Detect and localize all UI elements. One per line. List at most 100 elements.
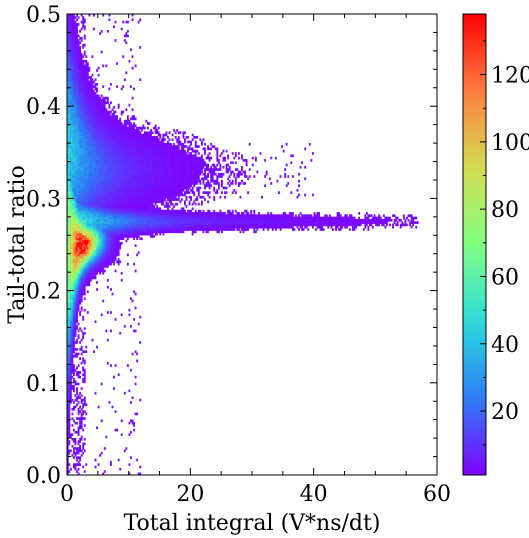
- heatmap-cell: [76, 76, 78, 79]
- heatmap-cell: [128, 207, 131, 211]
- heatmap-cell: [97, 218, 100, 222]
- heatmap-cell: [111, 112, 114, 116]
- heatmap-cell: [123, 149, 126, 153]
- heatmap-cell: [114, 214, 117, 218]
- heatmap-cell: [106, 202, 109, 206]
- heatmap-cell: [76, 216, 78, 220]
- heatmap-cell: [69, 357, 72, 360]
- heatmap-cell: [72, 202, 75, 206]
- heatmap-cell: [111, 156, 114, 160]
- heatmap-cell: [82, 119, 85, 123]
- heatmap-cell: [71, 138, 74, 141]
- heatmap-cell: [68, 361, 71, 365]
- heatmap-cell: [66, 442, 69, 446]
- heatmap-cell: [74, 99, 77, 102]
- heatmap-cell: [74, 152, 77, 155]
- heatmap-cell: [69, 276, 72, 280]
- heatmap-cell: [125, 161, 128, 165]
- heatmap-cell: [68, 92, 71, 95]
- heatmap-cell: [76, 145, 78, 148]
- heatmap-cell: [82, 64, 85, 68]
- heatmap-cell: [79, 161, 82, 165]
- heatmap-cell: [133, 225, 136, 229]
- heatmap-cell: [143, 184, 146, 188]
- heatmap-cell: [76, 126, 78, 130]
- heatmap-cell: [148, 142, 151, 146]
- heatmap-cell: [109, 115, 112, 118]
- heatmap-cell: [137, 168, 140, 171]
- heatmap-cell: [133, 318, 136, 321]
- heatmap-cell: [71, 237, 74, 241]
- heatmap-cell: [77, 283, 80, 287]
- heatmap-cell: [68, 398, 71, 402]
- heatmap-cell: [71, 92, 74, 95]
- heatmap-cell: [126, 177, 129, 181]
- heatmap-cell: [113, 106, 115, 109]
- heatmap-cell: [119, 212, 122, 215]
- heatmap-cell: [113, 112, 115, 116]
- heatmap-cell: [69, 285, 72, 289]
- heatmap-cell: [146, 159, 149, 162]
- heatmap-cell: [79, 235, 82, 238]
- heatmap-cell: [102, 168, 105, 171]
- heatmap-cell: [77, 108, 80, 111]
- heatmap-cell: [76, 315, 78, 319]
- heatmap-cell: [150, 147, 152, 151]
- heatmap-cell: [116, 135, 119, 139]
- heatmap-cell: [68, 48, 71, 52]
- heatmap-cell: [145, 182, 148, 185]
- heatmap-cell: [130, 147, 132, 151]
- heatmap-cell: [137, 138, 140, 141]
- heatmap-cell: [85, 239, 88, 243]
- heatmap-cell: [120, 122, 123, 125]
- heatmap-cell: [128, 209, 131, 213]
- heatmap-cell: [156, 228, 159, 231]
- heatmap-cell: [91, 94, 94, 98]
- heatmap-cell: [131, 214, 134, 218]
- heatmap-cell: [77, 255, 80, 259]
- heatmap-cell: [80, 417, 83, 420]
- heatmap-cell: [72, 288, 75, 291]
- heatmap-cell: [140, 186, 143, 190]
- heatmap-cell: [117, 147, 120, 151]
- heatmap-cell: [72, 62, 75, 65]
- heatmap-cell: [68, 391, 71, 395]
- heatmap-cell: [122, 189, 125, 192]
- heatmap-cell: [130, 368, 132, 372]
- heatmap-cell: [85, 115, 88, 118]
- heatmap-cell: [79, 301, 82, 305]
- heatmap-cell: [79, 288, 82, 291]
- heatmap-cell: [97, 191, 100, 194]
- heatmap-cell: [131, 421, 134, 425]
- heatmap-cell: [89, 262, 92, 266]
- heatmap-cell: [72, 354, 75, 358]
- heatmap-cell: [108, 106, 111, 109]
- heatmap-cell: [83, 152, 86, 155]
- heatmap-cell: [105, 149, 108, 153]
- heatmap-cell: [68, 64, 71, 68]
- heatmap-cell: [72, 122, 75, 125]
- heatmap-cell: [86, 85, 89, 88]
- heatmap-cell: [76, 73, 78, 77]
- heatmap-cell: [91, 195, 94, 199]
- heatmap-cell: [133, 193, 136, 197]
- heatmap-cell: [109, 212, 112, 215]
- heatmap-cell: [80, 308, 83, 312]
- heatmap-cell: [128, 177, 131, 181]
- heatmap-cell: [94, 216, 97, 220]
- heatmap-cell: [88, 129, 91, 132]
- heatmap-cell: [74, 168, 77, 171]
- heatmap-cell: [140, 170, 143, 174]
- heatmap-cell: [128, 186, 131, 190]
- heatmap-cell: [83, 281, 86, 284]
- heatmap-cell: [66, 274, 69, 277]
- heatmap-cell: [80, 184, 83, 188]
- heatmap-cell: [80, 175, 83, 178]
- heatmap-cell: [82, 288, 85, 291]
- heatmap-cell: [71, 320, 74, 324]
- heatmap-cell: [79, 276, 82, 280]
- heatmap-cell: [153, 195, 156, 199]
- heatmap-cell: [71, 223, 74, 227]
- heatmap-cell: [100, 451, 103, 455]
- heatmap-cell: [153, 135, 156, 139]
